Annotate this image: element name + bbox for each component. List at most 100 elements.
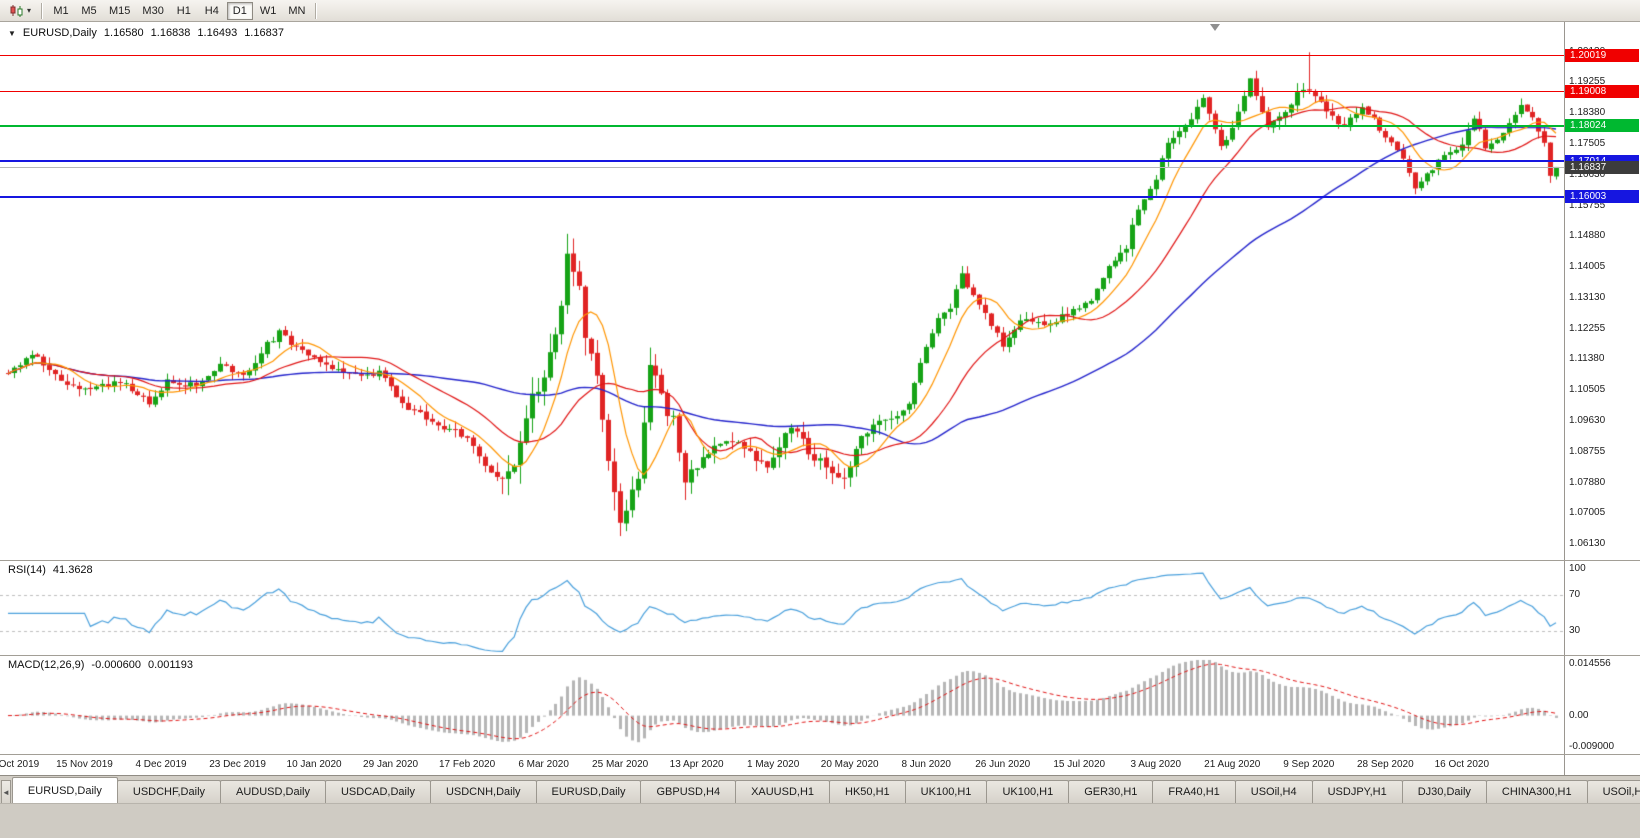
- rsi-indicator-title: RSI(14) 41.3628: [8, 564, 93, 576]
- price-level-tag: 1.18024: [1565, 119, 1639, 133]
- chart-title: ▼ EURUSD,Daily 1.16580 1.16838 1.16493 1…: [8, 27, 284, 39]
- timeframe-button-mn[interactable]: MN: [288, 4, 306, 17]
- price-scale-label: 1.13130: [1569, 291, 1606, 303]
- price-scale-label: 1.18380: [1569, 107, 1606, 119]
- date-label: 15 Nov 2019: [56, 759, 113, 770]
- price-scale-border: [1564, 22, 1565, 775]
- ohlc-high-value: 1.16838: [150, 27, 191, 39]
- chart-tab-usoil-h4[interactable]: USOil,H4: [1234, 780, 1313, 803]
- macd-signal-value: 0.001193: [147, 659, 194, 671]
- price-scale-label: 1.19255: [1569, 76, 1606, 88]
- chart-tab-usdchf-daily[interactable]: USDCHF,Daily: [116, 780, 222, 803]
- toolbar-separator: [41, 2, 44, 19]
- price-scale-label: 1.17505: [1569, 137, 1606, 149]
- window-background-strip: [0, 803, 1640, 838]
- price-scale-label: 1.06130: [1569, 538, 1606, 550]
- chart-tab-bar: ◄ EURUSD,Daily USDCHF,Daily AUDUSD,Daily US…: [0, 775, 1640, 803]
- price-scale-label: 1.09630: [1569, 415, 1606, 426]
- horizontal-level-line[interactable]: [0, 124, 1564, 127]
- date-label: 17 Feb 2020: [439, 759, 496, 770]
- chart-tab-usdjpy-h1[interactable]: USDJPY,H1: [1311, 780, 1403, 803]
- timeframe-button-h1[interactable]: H1: [176, 4, 191, 17]
- panel-separator[interactable]: [0, 754, 1640, 755]
- current-price-line: [0, 167, 1564, 169]
- chart-tab-china300-h1[interactable]: CHINA300,H1: [1485, 780, 1588, 803]
- date-label: 9 Sep 2020: [1283, 759, 1335, 770]
- chart-tab-eurusd-daily[interactable]: EURUSD,Daily: [11, 777, 118, 803]
- price-chart-canvas[interactable]: [0, 22, 1640, 755]
- timeframe-button-h4[interactable]: H4: [204, 4, 219, 17]
- rsi-scale-label: 100: [1569, 562, 1586, 574]
- chart-type-button[interactable]: ▾: [4, 2, 36, 20]
- date-label: 1 May 2020: [747, 759, 800, 770]
- rsi-current-value: 41.3628: [52, 564, 93, 576]
- date-label: 25 Mar 2020: [592, 759, 649, 770]
- chart-tab-usdcnh-daily[interactable]: USDCNH,Daily: [429, 780, 537, 803]
- price-scale-label: 1.11380: [1569, 353, 1605, 365]
- macd-scale-label: 0.00: [1569, 709, 1589, 721]
- price-scale-label: 1.14880: [1569, 230, 1606, 242]
- dropdown-caret-icon: ▾: [27, 5, 32, 15]
- rsi-scale-label: 30: [1569, 625, 1581, 637]
- horizontal-level-line[interactable]: [0, 160, 1564, 163]
- timeframe-button-m5[interactable]: M5: [81, 4, 97, 17]
- chart-tab-eurusd-daily[interactable]: EURUSD,Daily: [535, 780, 642, 803]
- panel-separator[interactable]: [0, 560, 1640, 561]
- macd-scale-label: -0.009000: [1569, 741, 1615, 752]
- chart-tab-audusd-daily[interactable]: AUDUSD,Daily: [220, 780, 326, 803]
- chart-tab-usdcad-daily[interactable]: USDCAD,Daily: [324, 780, 431, 803]
- timeframe-button-w1[interactable]: W1: [259, 4, 277, 17]
- date-label: 20 May 2020: [820, 759, 879, 770]
- timeframe-button-m15[interactable]: M15: [109, 4, 131, 17]
- chart-tab-uk100-h1[interactable]: UK100,H1: [986, 780, 1070, 803]
- horizontal-level-line[interactable]: [0, 90, 1564, 92]
- date-label: 13 Apr 2020: [669, 759, 724, 770]
- chart-window: 1.201301.192551.183801.175051.166301.157…: [0, 22, 1640, 775]
- top-toolbar: ▾ M1 M5 M15 M30 H1 H4 D1 W1 MN: [0, 0, 1640, 22]
- chart-shift-marker[interactable]: [1210, 24, 1220, 31]
- price-scale-label: 1.12255: [1569, 322, 1606, 334]
- date-label: 3 Aug 2020: [1130, 759, 1182, 770]
- macd-indicator-title: MACD(12,26,9) -0.000600 0.001193: [8, 659, 193, 671]
- collapse-chart-icon[interactable]: ▼: [8, 28, 16, 38]
- chart-tabs: EURUSD,Daily USDCHF,Daily AUDUSD,Daily USDC…: [11, 777, 1640, 803]
- chart-tab-usoil-h1[interactable]: USOil,H1: [1586, 780, 1640, 803]
- price-level-tag: 1.16003: [1565, 190, 1639, 204]
- date-label: 8 Jun 2020: [901, 759, 951, 770]
- price-scale-label: 1.16630: [1569, 168, 1606, 180]
- date-label: 15 Jul 2020: [1053, 759, 1106, 770]
- macd-title-label: MACD(12,26,9): [8, 659, 85, 671]
- timeframe-button-d1[interactable]: D1: [226, 1, 253, 20]
- chart-tab-fra40-h1[interactable]: FRA40,H1: [1152, 780, 1236, 803]
- date-label: 10 Jan 2020: [286, 759, 342, 770]
- rsi-scale-label: 70: [1569, 589, 1581, 601]
- chart-tab-ger30-h1[interactable]: GER30,H1: [1068, 780, 1154, 803]
- date-label: 29 Jan 2020: [363, 759, 419, 770]
- chart-tab-gbpusd-h4[interactable]: GBPUSD,H4: [640, 780, 737, 803]
- price-level-tag: 1.20019: [1565, 48, 1639, 62]
- toolbar-separator: [315, 2, 318, 19]
- chart-tab-xauusd-h1[interactable]: XAUUSD,H1: [735, 780, 831, 803]
- price-scale-label: 1.07880: [1569, 476, 1606, 488]
- date-label: 26 Jun 2020: [975, 759, 1031, 770]
- chart-tab-hk50-h1[interactable]: HK50,H1: [829, 780, 906, 803]
- horizontal-level-line[interactable]: [0, 54, 1564, 56]
- ohlc-low-value: 1.16493: [197, 27, 238, 39]
- timeframe-button-group: M1 M5 M15 M30 H1 H4 D1 W1 MN: [47, 1, 311, 20]
- macd-scale-label: 0.014556: [1569, 658, 1611, 669]
- date-label: 23 Dec 2019: [209, 759, 266, 770]
- ohlc-open-value: 1.16580: [103, 27, 144, 39]
- panel-separator[interactable]: [0, 655, 1640, 656]
- date-label: 28 Sep 2020: [1356, 759, 1414, 770]
- price-scale-label: 1.07005: [1569, 507, 1606, 519]
- tab-scroll-left-button[interactable]: ◄: [1, 780, 11, 803]
- date-label: 6 Mar 2020: [518, 759, 569, 770]
- horizontal-level-line[interactable]: [0, 195, 1564, 198]
- chart-tab-dj30-daily[interactable]: DJ30,Daily: [1401, 780, 1487, 803]
- timeframe-button-m30[interactable]: M30: [142, 4, 164, 17]
- candlestick-chart-icon: [10, 4, 23, 17]
- date-label: 28 Oct 2019: [0, 759, 40, 770]
- chart-tab-uk100-h1[interactable]: UK100,H1: [904, 780, 988, 803]
- timeframe-button-m1[interactable]: M1: [53, 4, 69, 17]
